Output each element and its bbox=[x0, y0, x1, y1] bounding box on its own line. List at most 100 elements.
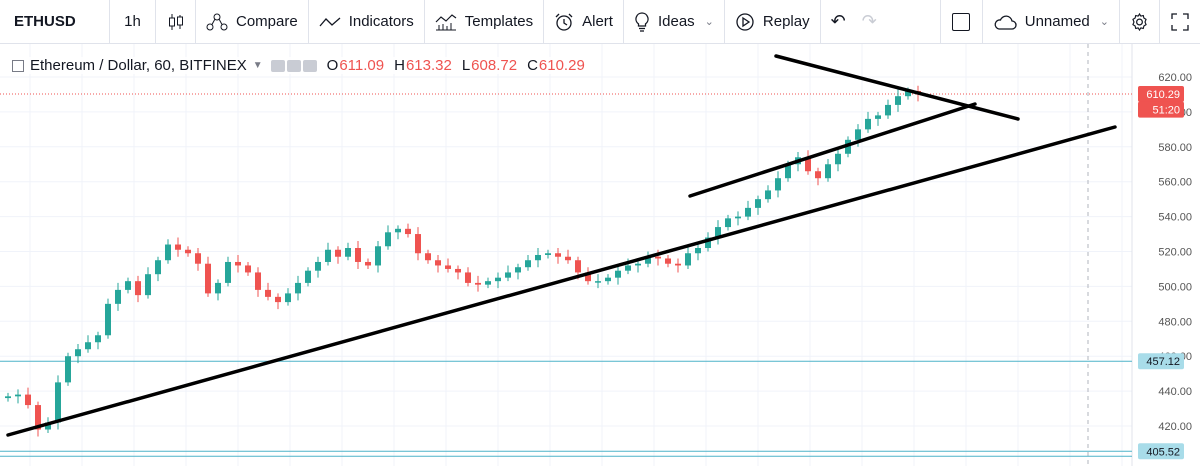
settings-small-icon[interactable] bbox=[286, 59, 301, 72]
fullscreen-toggle-button[interactable] bbox=[941, 0, 983, 44]
templates-button[interactable]: Templates bbox=[425, 0, 545, 44]
undo-icon[interactable]: ↶ bbox=[830, 11, 846, 31]
candle-body bbox=[745, 207, 751, 217]
level-price-tag: 457.12 bbox=[1146, 356, 1180, 368]
candle-body bbox=[525, 260, 531, 268]
ohlc-low: L608.72 bbox=[461, 57, 518, 74]
candle-body bbox=[95, 335, 101, 343]
compare-icon bbox=[206, 13, 228, 30]
candle-body bbox=[565, 256, 571, 261]
level-price-tag-bg bbox=[1138, 443, 1184, 460]
indicators-button[interactable]: Indicators bbox=[309, 0, 425, 44]
replay-button[interactable]: Replay bbox=[725, 0, 821, 44]
candle-body bbox=[805, 157, 811, 172]
fullscreen-button[interactable] bbox=[1160, 0, 1200, 44]
price-axis-tick-label: 500.00 bbox=[1158, 281, 1192, 293]
candle-body bbox=[155, 260, 161, 275]
templates-label: Templates bbox=[464, 12, 534, 30]
price-chart[interactable]: 620.00600.00580.00560.00540.00520.00500.… bbox=[0, 44, 1200, 466]
candle-body bbox=[765, 190, 771, 200]
interval-button[interactable]: 1h bbox=[110, 0, 156, 44]
remove-small-icon[interactable] bbox=[302, 59, 317, 72]
ideas-label: Ideas bbox=[657, 12, 695, 30]
ohlc-open: O611.09 bbox=[326, 57, 385, 74]
candle-body bbox=[405, 228, 411, 235]
candle-body bbox=[905, 90, 911, 97]
interval-label: 1h bbox=[124, 12, 141, 30]
collapse-legend-icon[interactable] bbox=[12, 59, 24, 72]
candle-body bbox=[595, 281, 601, 283]
candle-body bbox=[865, 118, 871, 130]
price-axis-tick-label: 440.00 bbox=[1158, 386, 1192, 398]
symbol-search-button[interactable]: ETHUSD bbox=[0, 0, 110, 44]
candle-body bbox=[105, 303, 111, 336]
candle-body bbox=[335, 249, 341, 257]
candle-body bbox=[305, 270, 311, 283]
candle-body bbox=[725, 218, 731, 228]
chevron-down-icon: ⌄ bbox=[704, 16, 714, 28]
candle-body bbox=[645, 256, 651, 264]
price-axis-tick-label: 420.00 bbox=[1158, 421, 1192, 433]
candle-body bbox=[295, 282, 301, 294]
candle-body bbox=[5, 396, 11, 399]
candle-body bbox=[655, 256, 661, 259]
candle-body bbox=[555, 253, 561, 257]
ideas-button[interactable]: Ideas ⌄ bbox=[624, 0, 725, 44]
candle-body bbox=[125, 281, 131, 290]
candle-body bbox=[15, 394, 21, 397]
candle-body bbox=[285, 293, 291, 303]
save-layout-button[interactable]: Unnamed ⌄ bbox=[983, 0, 1120, 44]
candle-body bbox=[115, 289, 121, 304]
candle-body bbox=[275, 296, 281, 303]
candle-body bbox=[835, 153, 841, 165]
candle-body bbox=[185, 249, 191, 254]
price-axis-tick-label: 580.00 bbox=[1158, 142, 1192, 154]
lightbulb-icon bbox=[635, 11, 649, 32]
replay-icon bbox=[736, 12, 754, 31]
candle-body bbox=[815, 171, 821, 179]
candle-body bbox=[635, 263, 641, 266]
chart-type-button[interactable] bbox=[156, 0, 196, 44]
alarm-clock-icon bbox=[555, 13, 573, 31]
compare-button[interactable]: Compare bbox=[196, 0, 309, 44]
candle-body bbox=[165, 244, 171, 261]
compare-label: Compare bbox=[236, 12, 298, 30]
expand-icon bbox=[1171, 12, 1189, 31]
candle-body bbox=[495, 277, 501, 282]
candle-body bbox=[735, 216, 741, 219]
chart-legend: Ethereum / Dollar, 60, BITFINEX ▼ O611.0… bbox=[12, 57, 589, 74]
candle-body bbox=[545, 253, 551, 255]
price-axis-tick-label: 560.00 bbox=[1158, 177, 1192, 189]
candle-body bbox=[715, 227, 721, 238]
redo-icon[interactable]: ↷ bbox=[861, 11, 877, 31]
candle-body bbox=[825, 164, 831, 179]
candle-body bbox=[615, 270, 621, 278]
top-toolbar: ETHUSD 1h Compare Indicators Templates bbox=[0, 0, 1200, 44]
candle-body bbox=[675, 263, 681, 266]
candle-body bbox=[425, 253, 431, 261]
toolbar-spacer bbox=[887, 0, 941, 44]
trend-line bbox=[6, 125, 1117, 437]
candle-body bbox=[385, 232, 391, 247]
candle-body bbox=[535, 254, 541, 261]
candle-body bbox=[755, 199, 761, 208]
candle-body bbox=[45, 422, 51, 430]
legend-dropdown-icon[interactable]: ▼ bbox=[252, 60, 263, 71]
candle-body bbox=[25, 394, 31, 406]
price-axis-tick-label: 520.00 bbox=[1158, 247, 1192, 259]
candle-body bbox=[85, 342, 91, 350]
templates-icon bbox=[435, 13, 457, 30]
alert-button[interactable]: Alert bbox=[544, 0, 624, 44]
bar-countdown-tag: 51:20 bbox=[1152, 105, 1180, 117]
layout-chevron-down-icon: ⌄ bbox=[1099, 16, 1109, 28]
trend-line bbox=[688, 102, 977, 198]
layout-name-label: Unnamed bbox=[1024, 12, 1090, 30]
candle-body bbox=[895, 96, 901, 105]
ohlc-close: C610.29 bbox=[527, 57, 585, 74]
visibility-icon[interactable] bbox=[270, 59, 285, 72]
gear-icon bbox=[1132, 12, 1147, 31]
settings-button[interactable] bbox=[1120, 0, 1160, 44]
candle-body bbox=[365, 261, 371, 266]
symbol-label: ETHUSD bbox=[14, 12, 76, 30]
price-axis-tick-label: 480.00 bbox=[1158, 316, 1192, 328]
